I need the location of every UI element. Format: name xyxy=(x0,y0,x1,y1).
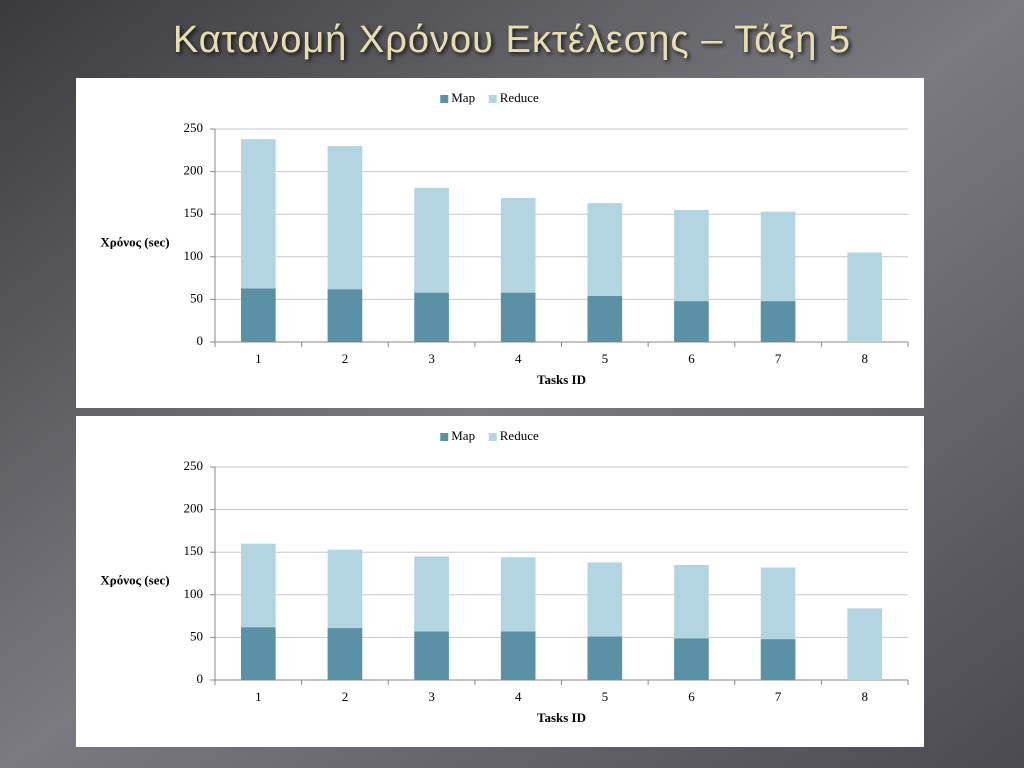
bar-segment xyxy=(674,638,709,680)
x-tick-label: 4 xyxy=(515,689,522,704)
bar-segment xyxy=(240,288,276,342)
bar-segment xyxy=(240,139,276,289)
y-axis-label: Χρόνος (sec) xyxy=(100,572,169,587)
legend-swatch xyxy=(440,433,449,441)
y-tick-label: 0 xyxy=(197,671,204,686)
y-tick-label: 50 xyxy=(190,628,203,643)
x-tick-label: 3 xyxy=(428,689,435,704)
x-tick-label: 6 xyxy=(688,689,695,704)
y-tick-label: 100 xyxy=(184,248,204,263)
bar-segment xyxy=(847,608,883,680)
bar-segment xyxy=(587,636,623,680)
y-axis-label: Χρόνος (sec) xyxy=(100,234,169,249)
x-tick-label: 7 xyxy=(775,351,782,366)
legend-swatch xyxy=(488,95,497,103)
bar-segment xyxy=(760,639,796,680)
y-tick-label: 250 xyxy=(184,120,204,135)
x-tick-label: 3 xyxy=(428,351,435,366)
x-tick-label: 7 xyxy=(775,689,782,704)
chart-panel xyxy=(76,416,924,747)
slide-title: Κατανομή Χρόνου Εκτέλεσης – Τάξη 5 xyxy=(173,19,851,61)
bar-segment xyxy=(327,628,363,680)
bar-segment xyxy=(847,252,883,342)
x-tick-label: 8 xyxy=(861,351,868,366)
bar-segment xyxy=(674,564,709,639)
bar-segment xyxy=(674,301,709,342)
y-tick-label: 50 xyxy=(190,290,203,305)
chart-panel xyxy=(76,78,924,408)
x-tick-label: 2 xyxy=(342,689,349,704)
bar-segment xyxy=(500,198,536,293)
bar-segment xyxy=(587,203,623,296)
bar-segment xyxy=(500,631,536,680)
y-tick-label: 100 xyxy=(184,586,204,601)
bar-segment xyxy=(414,631,449,680)
x-tick-label: 5 xyxy=(602,689,609,704)
legend-label: Map xyxy=(451,90,475,105)
x-tick-label: 8 xyxy=(861,689,868,704)
bar-segment xyxy=(327,146,363,290)
y-tick-label: 150 xyxy=(184,205,204,220)
bar-segment xyxy=(674,209,709,302)
bar-segment xyxy=(240,543,276,628)
bar-segment xyxy=(760,301,796,342)
bar-segment xyxy=(327,289,363,342)
x-axis-label: Tasks ID xyxy=(537,710,586,725)
x-tick-label: 6 xyxy=(688,351,695,366)
bar-segment xyxy=(414,556,449,632)
legend-swatch xyxy=(488,433,497,441)
x-tick-label: 4 xyxy=(515,351,522,366)
bar-segment xyxy=(414,187,449,293)
bar-segment xyxy=(327,549,363,629)
bar-segment xyxy=(500,292,536,342)
y-tick-label: 200 xyxy=(184,501,204,516)
x-tick-label: 1 xyxy=(255,689,262,704)
x-tick-label: 2 xyxy=(342,351,349,366)
bar-segment xyxy=(760,211,796,302)
bar-segment xyxy=(587,295,623,342)
y-tick-label: 150 xyxy=(184,543,204,558)
x-axis-label: Tasks ID xyxy=(537,372,586,387)
x-tick-label: 1 xyxy=(255,351,262,366)
bar-segment xyxy=(587,562,623,637)
bar-segment xyxy=(414,292,449,342)
legend-swatch xyxy=(440,95,449,103)
bar-segment xyxy=(760,567,796,640)
legend-label: Map xyxy=(451,428,475,443)
y-tick-label: 200 xyxy=(184,163,204,178)
y-tick-label: 0 xyxy=(197,333,204,348)
bar-segment xyxy=(500,557,536,632)
bar-segment xyxy=(240,627,276,680)
legend-label: Reduce xyxy=(500,90,539,105)
legend-label: Reduce xyxy=(500,428,539,443)
x-tick-label: 5 xyxy=(602,351,609,366)
y-tick-label: 250 xyxy=(184,458,204,473)
